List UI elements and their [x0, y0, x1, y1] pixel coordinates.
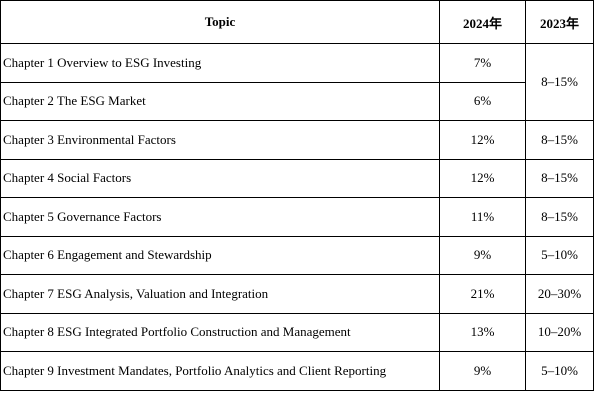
weight-2023-cell: 5–10%	[525, 235, 594, 275]
weight-2024-cell: 12%	[439, 120, 526, 160]
topic-cell: Chapter 4 Social Factors	[0, 158, 440, 198]
header-2024: 2024年	[439, 0, 526, 44]
topic-weights-table: Topic 2024年 2023年 Chapter 1 Overview to …	[0, 0, 594, 391]
topic-cell: Chapter 9 Investment Mandates, Portfolio…	[0, 351, 440, 391]
table-row: Chapter 3 Environmental Factors 12% 8–15…	[0, 120, 594, 160]
header-2023: 2023年	[525, 0, 594, 44]
table-row: Chapter 1 Overview to ESG Investing 7% 8…	[0, 43, 594, 121]
table-row: Chapter 9 Investment Mandates, Portfolio…	[0, 351, 594, 391]
weight-2023-cell: 8–15%	[525, 197, 594, 237]
weight-2023-cell: 5–10%	[525, 351, 594, 391]
table-row: Chapter 6 Engagement and Stewardship 9% …	[0, 235, 594, 275]
weight-2024-cell: 9%	[439, 351, 526, 391]
topic-cell: Chapter 3 Environmental Factors	[0, 120, 440, 160]
table-row: Chapter 4 Social Factors 12% 8–15%	[0, 158, 594, 198]
topic-cell: Chapter 6 Engagement and Stewardship	[0, 235, 440, 275]
topic-cell: Chapter 2 The ESG Market	[0, 81, 440, 121]
weight-2024-cell: 7%	[439, 43, 526, 83]
weight-2024-cell: 6%	[439, 81, 526, 121]
header-topic: Topic	[0, 0, 440, 44]
topic-cell: Chapter 8 ESG Integrated Portfolio Const…	[0, 312, 440, 352]
weight-2023-cell: 8–15%	[525, 43, 594, 121]
table-row: Chapter 8 ESG Integrated Portfolio Const…	[0, 312, 594, 352]
weight-2023-cell: 10–20%	[525, 312, 594, 352]
weight-2023-cell: 8–15%	[525, 158, 594, 198]
weight-2024-cell: 13%	[439, 312, 526, 352]
topic-cell: Chapter 7 ESG Analysis, Valuation and In…	[0, 274, 440, 314]
weight-2024-cell: 21%	[439, 274, 526, 314]
topic-cell: Chapter 1 Overview to ESG Investing	[0, 43, 440, 83]
weight-2024-cell: 12%	[439, 158, 526, 198]
table-row: Chapter 7 ESG Analysis, Valuation and In…	[0, 274, 594, 314]
table-row: Chapter 2 The ESG Market 6%	[0, 81, 594, 121]
weight-2023-cell: 20–30%	[525, 274, 594, 314]
table-header-row: Topic 2024年 2023年	[0, 0, 594, 44]
table-row: Chapter 5 Governance Factors 11% 8–15%	[0, 197, 594, 237]
topic-cell: Chapter 5 Governance Factors	[0, 197, 440, 237]
weight-2023-cell: 8–15%	[525, 120, 594, 160]
weight-2024-cell: 9%	[439, 235, 526, 275]
weight-2024-cell: 11%	[439, 197, 526, 237]
